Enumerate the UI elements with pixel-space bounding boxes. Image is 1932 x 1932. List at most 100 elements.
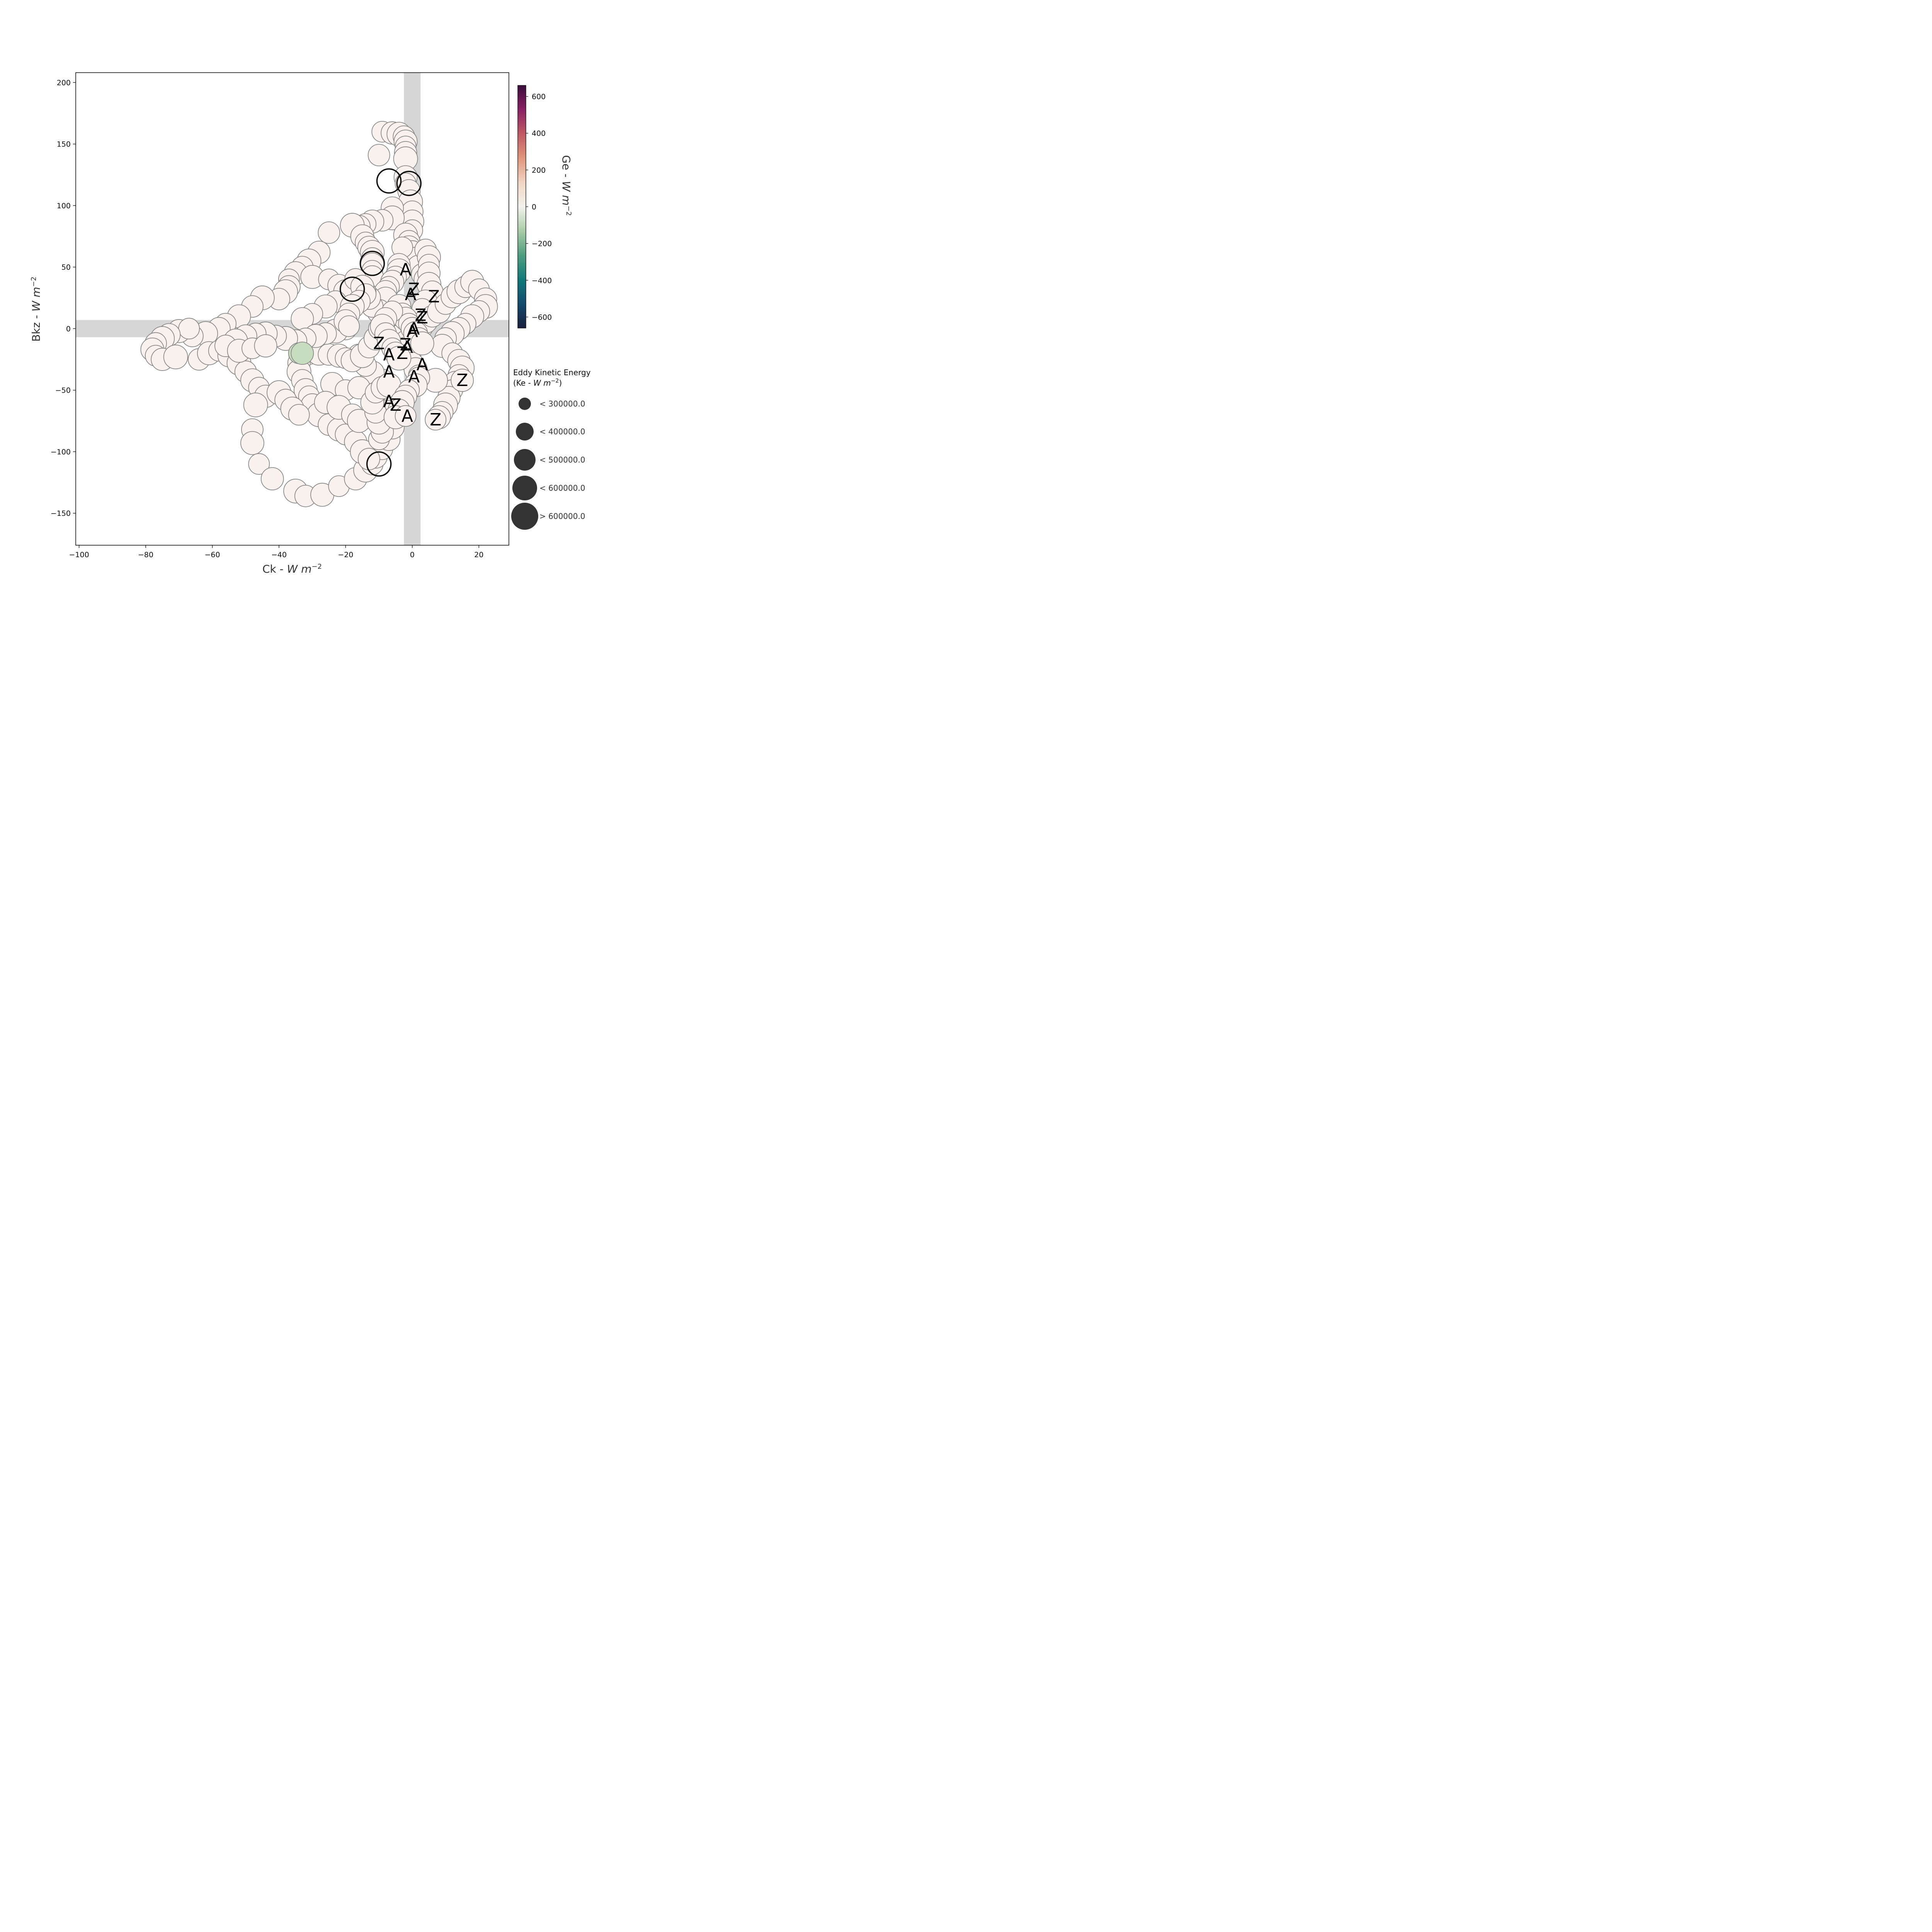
- y-axis-title-main: Bkz -: [30, 311, 43, 342]
- annotation-a-13: A: [417, 355, 428, 374]
- scatter-points: [140, 121, 498, 507]
- y-tick-label: 150: [57, 140, 71, 149]
- x-tick-label: 0: [410, 551, 415, 559]
- data-point-s0-205: [425, 409, 447, 431]
- x-axis-title-unit: W m: [287, 563, 312, 575]
- annotation-z-3: Z: [428, 287, 440, 307]
- data-point-s0-87: [163, 344, 188, 369]
- annotation-a-1: A: [405, 284, 417, 304]
- size-legend-marker: [519, 398, 531, 410]
- x-tick-label: −20: [338, 551, 353, 559]
- y-tick-label: 100: [57, 202, 71, 210]
- size-legend-entries: < 300000.0 < 400000.0 < 500000.0 < 600000.0…: [511, 398, 585, 530]
- size-legend-marker: [511, 503, 538, 530]
- size-legend-label: < 400000.0: [539, 427, 585, 436]
- size-legend-marker: [514, 449, 536, 471]
- data-point-s1-1: [291, 342, 314, 365]
- colorbar: 600 400 200 0 −200 −400 −600 Ge - W m−2: [517, 85, 573, 328]
- colorbar-tick-label: 0: [532, 203, 536, 211]
- y-axis-title-unit: W m: [30, 287, 43, 311]
- colorbar-gradient: [517, 85, 526, 328]
- x-tick-label: 20: [474, 551, 483, 559]
- colorbar-title-main: Ge -: [560, 155, 573, 181]
- annotation-z-9: Z: [400, 335, 412, 355]
- data-point-s2-1: [359, 250, 385, 276]
- y-tick-label: 50: [61, 263, 71, 272]
- size-legend-label: < 500000.0: [539, 455, 585, 464]
- annotation-a-14: A: [383, 362, 395, 382]
- x-axis-title: Ck - W m−2: [262, 563, 322, 576]
- plot-frame: [75, 72, 509, 546]
- annotation-z-5: Z: [417, 308, 428, 328]
- y-axis-ticks: −150 −100 −50 0 50 100 150 200: [51, 78, 76, 518]
- x-tick-label: −40: [271, 551, 287, 559]
- annotation-a-19: A: [401, 406, 413, 426]
- data-point-s2-0: [376, 168, 402, 194]
- annotation-a-11: A: [383, 345, 395, 364]
- y-axis-title: Bkz - W m−2: [30, 277, 43, 342]
- colorbar-ticks: 600 400 200 0 −200 −400 −600: [526, 93, 552, 321]
- y-tick-label: −150: [51, 509, 71, 518]
- data-point-s0-247: [386, 345, 412, 371]
- annotation-a-15: A: [408, 367, 420, 387]
- colorbar-title: Ge - W m−2: [560, 155, 573, 216]
- size-legend-label: < 300000.0: [539, 399, 585, 408]
- annotation-a-17: A: [383, 391, 395, 411]
- annotation-z-4: Z: [415, 305, 426, 325]
- data-point-s2-3: [339, 276, 365, 302]
- annotation-a-6: A: [408, 319, 420, 338]
- colorbar-tick-label: 200: [532, 166, 546, 175]
- annotation-a-10: A: [401, 337, 413, 357]
- y-axis-title-exp: −2: [30, 277, 38, 287]
- y-tick-label: 0: [66, 325, 71, 333]
- colorbar-tick-label: 400: [532, 129, 546, 138]
- data-point-s0-80: [178, 318, 200, 340]
- annotation-z-20: Z: [430, 410, 441, 430]
- data-point-s2-4: [396, 170, 422, 196]
- annotation-a-7: A: [406, 321, 418, 341]
- data-point-s0-215: [395, 405, 417, 427]
- y-tick-label: −100: [51, 448, 71, 456]
- data-point-s0-23: [318, 221, 340, 244]
- data-point-s0-148: [357, 448, 380, 470]
- size-legend-marker: [512, 476, 537, 500]
- annotation-z-18: Z: [390, 395, 401, 415]
- data-point-s0-8: [367, 144, 390, 167]
- data-point-s0-99: [240, 431, 264, 455]
- x-tick-label: −100: [69, 551, 89, 559]
- y-tick-label: −50: [55, 386, 71, 395]
- colorbar-tick-label: −200: [532, 240, 552, 248]
- data-point-s0-206: [451, 369, 474, 392]
- data-point-s0-97: [243, 393, 268, 417]
- annotation-z-16: Z: [456, 371, 468, 390]
- x-axis-title-exp: −2: [312, 563, 322, 571]
- annotation-z-8: Z: [373, 334, 385, 354]
- x-tick-label: −60: [204, 551, 220, 559]
- colorbar-tick-label: −400: [532, 276, 552, 285]
- data-point-s0-255: [338, 315, 360, 337]
- colorbar-tick-label: −600: [532, 313, 552, 321]
- annotation-a-0: A: [400, 260, 412, 280]
- size-legend-title-line1: Eddy Kinetic Energy: [513, 368, 591, 377]
- x-axis-title-main: Ck -: [262, 563, 287, 575]
- data-point-s0-100: [248, 453, 270, 475]
- x-tick-label: −80: [138, 551, 153, 559]
- size-legend-marker: [516, 423, 534, 440]
- colorbar-tick-label: 600: [532, 93, 546, 101]
- data-point-s0-155: [288, 404, 310, 426]
- data-point-s2-2: [366, 451, 392, 477]
- size-legend-label: > 600000.0: [539, 512, 585, 521]
- y-tick-label: 200: [57, 78, 71, 87]
- size-legend-label: < 600000.0: [539, 483, 585, 493]
- data-point-s0-239: [410, 331, 434, 355]
- size-legend: Eddy Kinetic Energy (Ke - W m−2) < 30000…: [511, 368, 591, 530]
- annotation-z-12: Z: [396, 344, 408, 363]
- x-axis-ticks: −100 −80 −60 −40 −20 0 20: [69, 545, 483, 559]
- colorbar-title-exp: −2: [565, 206, 573, 216]
- data-point-s0-231: [254, 334, 277, 357]
- data-point-s0-101: [260, 467, 284, 490]
